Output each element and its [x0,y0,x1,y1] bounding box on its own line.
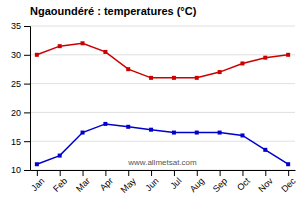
grid-line [30,112,295,113]
axis-line [24,27,31,171]
tick: Mar [74,170,92,194]
marker [286,162,290,166]
tick-label: Jan [29,176,46,193]
marker [218,131,222,135]
markers [35,122,290,166]
grid [30,26,295,170]
tick: 30 [11,50,30,60]
tick: 25 [11,79,30,89]
x-axis: Jan Feb Mar AprMay Jun Jul Aug Sep OctNovDec [29,170,298,195]
marks [35,41,290,166]
marker [103,122,107,126]
tick: 20 [11,108,30,118]
tick-mark [128,170,129,176]
tick-mark [105,170,106,176]
tick: Aug [188,170,206,194]
tick-label: Oct [235,175,252,192]
tick-mark [24,55,30,56]
marker [126,67,130,71]
title: Ngaoundéré : temperatures (°C) [30,5,197,17]
marker [35,53,39,57]
grid-line [30,170,295,171]
marker [172,131,176,135]
tick-label: 30 [11,50,21,60]
marker [81,41,85,45]
marker [218,70,222,74]
tick-label: Aug [188,176,206,194]
tick-mark [197,170,198,176]
axis-line [31,170,296,171]
marker [263,56,267,60]
tick-mark [174,170,175,176]
tick-mark [220,170,221,176]
tick-mark [24,170,30,171]
annotation: www.allmetsat.com [127,158,197,167]
tick-label: Jun [143,176,160,193]
tick-label: Jul [168,176,183,191]
tick-mark [24,112,30,113]
plot: 10 15 20 25 30 35 Jan Feb Mar AprMay Jun Jul Aug Sep O… [11,21,298,195]
marker [103,50,107,54]
marker [172,76,176,80]
markers [35,41,290,80]
chart: Ngaoundéré : temperatures (°C) 10 15 20 25 30… [0,0,305,200]
tick-mark [24,84,30,85]
tick: 15 [11,137,30,147]
grid-line [30,141,295,142]
marker [240,133,244,137]
marker [126,125,130,129]
grid-line [30,26,295,27]
tick-mark [242,170,243,176]
tick-label: Sep [211,176,229,194]
marker [58,44,62,48]
tick: Jun [143,170,160,193]
marker [35,162,39,166]
tick: Jan [29,170,46,193]
tick: Sep [211,170,229,194]
tick-label: Apr [98,176,115,193]
tick: Oct [235,170,252,193]
marker [81,131,85,135]
tick: Dec [279,170,298,194]
tick: Feb [51,170,69,194]
tick: Jul [168,170,183,191]
tick-mark [83,170,84,176]
tick-label: May [119,175,138,194]
tick-mark [24,141,30,142]
grid-line [30,54,295,55]
tick-label: 10 [11,165,21,175]
y-axis: 10 15 20 25 30 35 [11,21,31,175]
marker [149,128,153,132]
tick-mark [24,26,30,27]
tick-label: Nov [256,175,275,194]
line [37,43,288,78]
marker [149,76,153,80]
tick-label: Mar [74,176,92,194]
tick: May [119,170,138,195]
tick: Nov [256,170,275,194]
tick-mark [265,170,266,176]
tick-label: 20 [11,108,21,118]
tick-mark [288,170,289,176]
marker [195,76,199,80]
grid-line [30,83,295,84]
tick-label: Feb [51,176,69,194]
tick-mark [37,170,38,176]
tick-label: 25 [11,79,21,89]
tick-label: 35 [11,21,21,31]
marker [240,61,244,65]
tick-mark [60,170,61,176]
marker [286,53,290,57]
tick: Apr [98,170,115,193]
tick-mark [151,170,152,176]
tick-label: Dec [279,175,298,194]
marker [263,148,267,152]
tick: 10 [11,165,30,175]
tick: 35 [11,21,30,31]
marker [58,154,62,158]
marker [195,131,199,135]
tick-label: 15 [11,137,21,147]
